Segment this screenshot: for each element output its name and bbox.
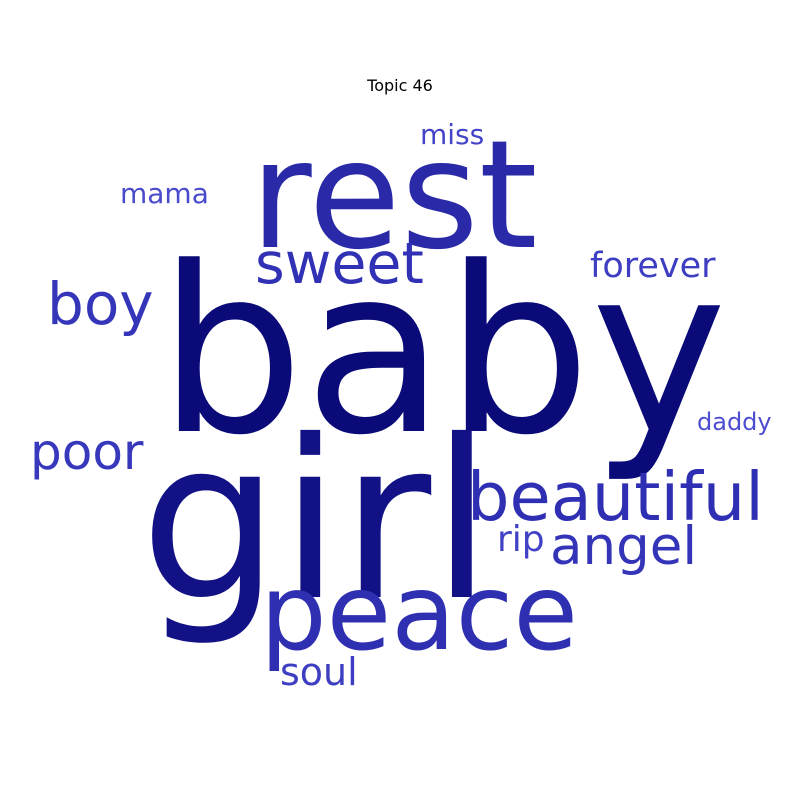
word-rest: rest: [250, 109, 538, 283]
word-boy: boy: [47, 269, 154, 338]
word-peace: peace: [260, 552, 578, 675]
word-baby: baby: [158, 219, 728, 487]
word-poor: poor: [30, 423, 144, 481]
word-rip: rip: [497, 518, 545, 560]
figure-title: Topic 46: [367, 76, 433, 95]
word-daddy: daddy: [697, 407, 772, 436]
word-angel: angel: [550, 515, 698, 577]
word-beautiful: beautiful: [467, 458, 764, 537]
word-soul: soul: [280, 650, 358, 695]
word-sweet: sweet: [255, 230, 424, 297]
word-forever: forever: [590, 246, 716, 287]
word-girl: girl: [140, 392, 493, 649]
word-mama: mama: [120, 176, 209, 210]
word-miss: miss: [420, 117, 485, 151]
